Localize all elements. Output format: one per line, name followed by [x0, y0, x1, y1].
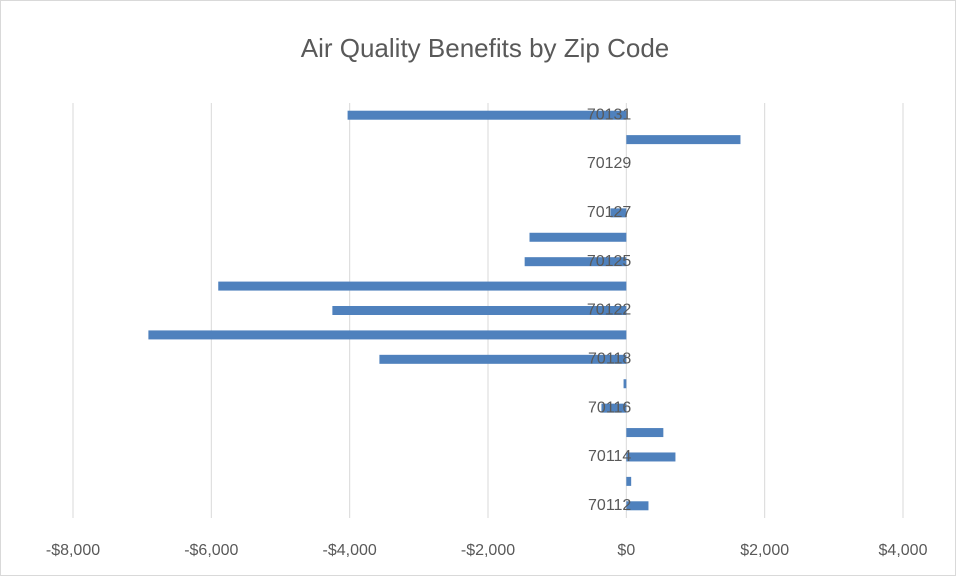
bar — [347, 110, 627, 120]
chart-title: Air Quality Benefits by Zip Code — [301, 33, 670, 63]
y-tick-label: 70112 — [588, 497, 631, 514]
x-tick-label: $2,000 — [740, 542, 789, 559]
bar — [626, 501, 649, 511]
y-tick-label: 70125 — [587, 253, 632, 270]
y-tick-label: 70122 — [587, 302, 632, 319]
y-tick-label: 70131 — [587, 106, 632, 123]
bar — [626, 452, 676, 462]
x-tick-label: -$4,000 — [323, 542, 377, 559]
x-tick-label: -$8,000 — [46, 542, 100, 559]
bar — [529, 232, 627, 242]
x-tick-label: -$6,000 — [184, 542, 238, 559]
y-tick-label: 70118 — [588, 351, 631, 368]
bar — [524, 257, 627, 267]
bar — [332, 306, 627, 315]
x-tick-label: $4,000 — [879, 542, 928, 559]
y-tick-label: 70116 — [588, 399, 631, 416]
y-tick-label: 70114 — [588, 448, 631, 465]
y-tick-label: 70129 — [587, 155, 632, 172]
bar — [623, 379, 627, 389]
bar — [610, 208, 627, 218]
bar — [218, 281, 627, 291]
bar — [626, 428, 664, 438]
bar — [601, 403, 627, 413]
y-tick-label: 70127 — [587, 204, 632, 221]
bar — [148, 330, 627, 340]
bar — [626, 476, 632, 486]
bar — [379, 354, 627, 364]
x-tick-label: $0 — [617, 542, 635, 559]
x-tick-label: -$2,000 — [461, 542, 515, 559]
bar — [626, 135, 741, 145]
